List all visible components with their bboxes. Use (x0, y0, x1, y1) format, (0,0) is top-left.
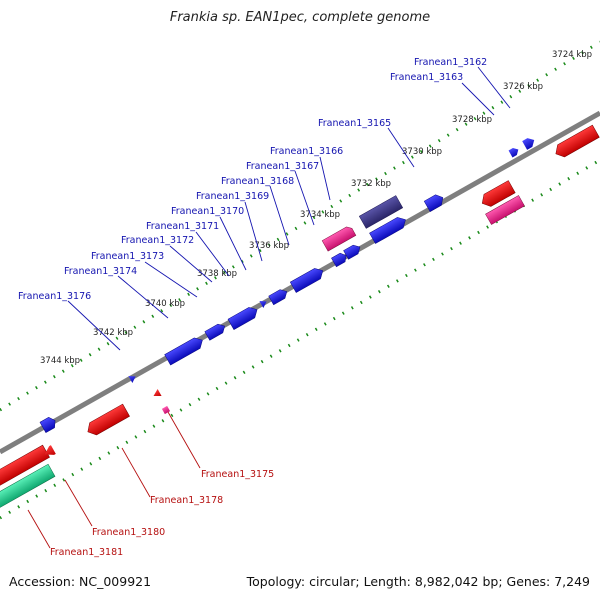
gene-label: Franean1_3173 (91, 251, 164, 262)
tick-label: 3738 kbp (197, 269, 237, 279)
tick-label: 3744 kbp (40, 356, 80, 366)
gene-rna (485, 195, 525, 225)
tick-label: 3732 kbp (351, 179, 391, 189)
gene-forward (423, 194, 444, 212)
gene-label: Franean1_3180 (92, 527, 165, 538)
gene-label: Franean1_3176 (18, 291, 91, 302)
tick-labels: 3724 kbp 3726 kbp 3728 kbp 3730 kbp 3732… (40, 50, 592, 366)
gene-rna (321, 226, 357, 252)
gene-forward (289, 268, 324, 293)
tick-label: 3736 kbp (249, 241, 289, 251)
gene-other (358, 195, 404, 229)
gene-label: Franean1_3163 (390, 72, 463, 83)
gene-label: Franean1_3171 (146, 221, 219, 232)
top-gene-labels: Franean1_3162 Franean1_3163 Franean1_316… (18, 57, 487, 302)
gene-label: Franean1_3178 (150, 495, 223, 506)
gene-reverse (481, 180, 516, 207)
inner-tick-ring (0, 158, 600, 520)
gene-label: Franean1_3166 (270, 146, 343, 157)
gene-label: Franean1_3165 (318, 118, 391, 129)
page-title: Frankia sp. EAN1pec, complete genome (169, 10, 431, 25)
gene-label: Franean1_3169 (196, 191, 269, 202)
gene-forward (39, 417, 56, 434)
genome-summary-text: Topology: circular; Length: 8,982,042 bp… (246, 574, 590, 589)
gene-label: Franean1_3167 (246, 161, 319, 172)
bottom-leader-lines (27, 411, 201, 549)
gene-label: Franean1_3181 (50, 547, 123, 558)
gene-forward (164, 337, 203, 366)
tick-label: 3734 kbp (300, 210, 340, 220)
gene-forward (227, 307, 258, 330)
top-leader-lines (67, 66, 511, 351)
gene-rna (161, 405, 171, 415)
gene-forward (268, 289, 288, 306)
tick-label: 3724 kbp (552, 50, 592, 60)
gene-label: Franean1_3175 (201, 469, 274, 480)
gene-forward (204, 323, 226, 341)
tick-label: 3728 kbp (452, 115, 492, 125)
gene-reverse (153, 389, 162, 397)
gene-forward (369, 217, 406, 244)
gene-label: Franean1_3168 (221, 176, 294, 187)
gene-label: Franean1_3162 (414, 57, 487, 68)
tick-label: 3742 kbp (93, 328, 133, 338)
gene-forward (331, 252, 347, 268)
tick-label: 3740 kbp (145, 299, 185, 309)
gene-label: Franean1_3170 (171, 206, 244, 217)
gene-features (0, 124, 600, 511)
gene-reverse (0, 444, 50, 488)
gene-reverse (44, 445, 56, 455)
gene-forward (522, 138, 535, 150)
gene-forward (259, 300, 267, 308)
gene-label: Franean1_3172 (121, 235, 194, 246)
bottom-gene-labels: Franean1_3175 Franean1_3178 Franean1_318… (50, 469, 274, 558)
gene-forward (343, 244, 361, 260)
gene-reverse (87, 403, 130, 436)
gene-forward (508, 148, 519, 158)
accession-text: Accession: NC_009921 (9, 574, 152, 589)
tick-label: 3726 kbp (503, 82, 543, 92)
gene-reverse (555, 124, 600, 158)
gene-label: Franean1_3174 (64, 266, 137, 277)
tick-label: 3730 kbp (402, 147, 442, 157)
gene-green (0, 463, 56, 511)
outer-tick-ring (0, 40, 600, 412)
gene-forward (128, 375, 136, 383)
